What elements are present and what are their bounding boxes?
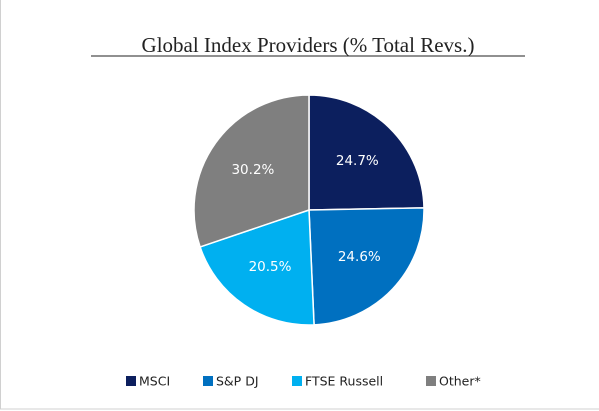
slice-label: 20.5% (249, 259, 292, 275)
legend-swatch (203, 376, 213, 386)
legend-swatch (126, 376, 136, 386)
slice-label: 24.7% (336, 153, 379, 169)
legend-label: FTSE Russell (305, 374, 383, 389)
pie-slice (308, 207, 425, 326)
legend-swatch (426, 376, 436, 386)
slice-label: 24.6% (338, 249, 381, 265)
slice-label: 30.2% (231, 162, 274, 178)
legend-swatch (292, 376, 302, 386)
legend-label: MSCI (139, 374, 170, 389)
legend-label: Other* (439, 374, 481, 389)
pie-slice (193, 94, 310, 248)
pie-slice (308, 94, 425, 211)
chart-title: Global Index Providers (% Total Revs.) (142, 33, 475, 57)
legend-label: S&P DJ (216, 374, 259, 389)
pie-slice (199, 208, 315, 326)
